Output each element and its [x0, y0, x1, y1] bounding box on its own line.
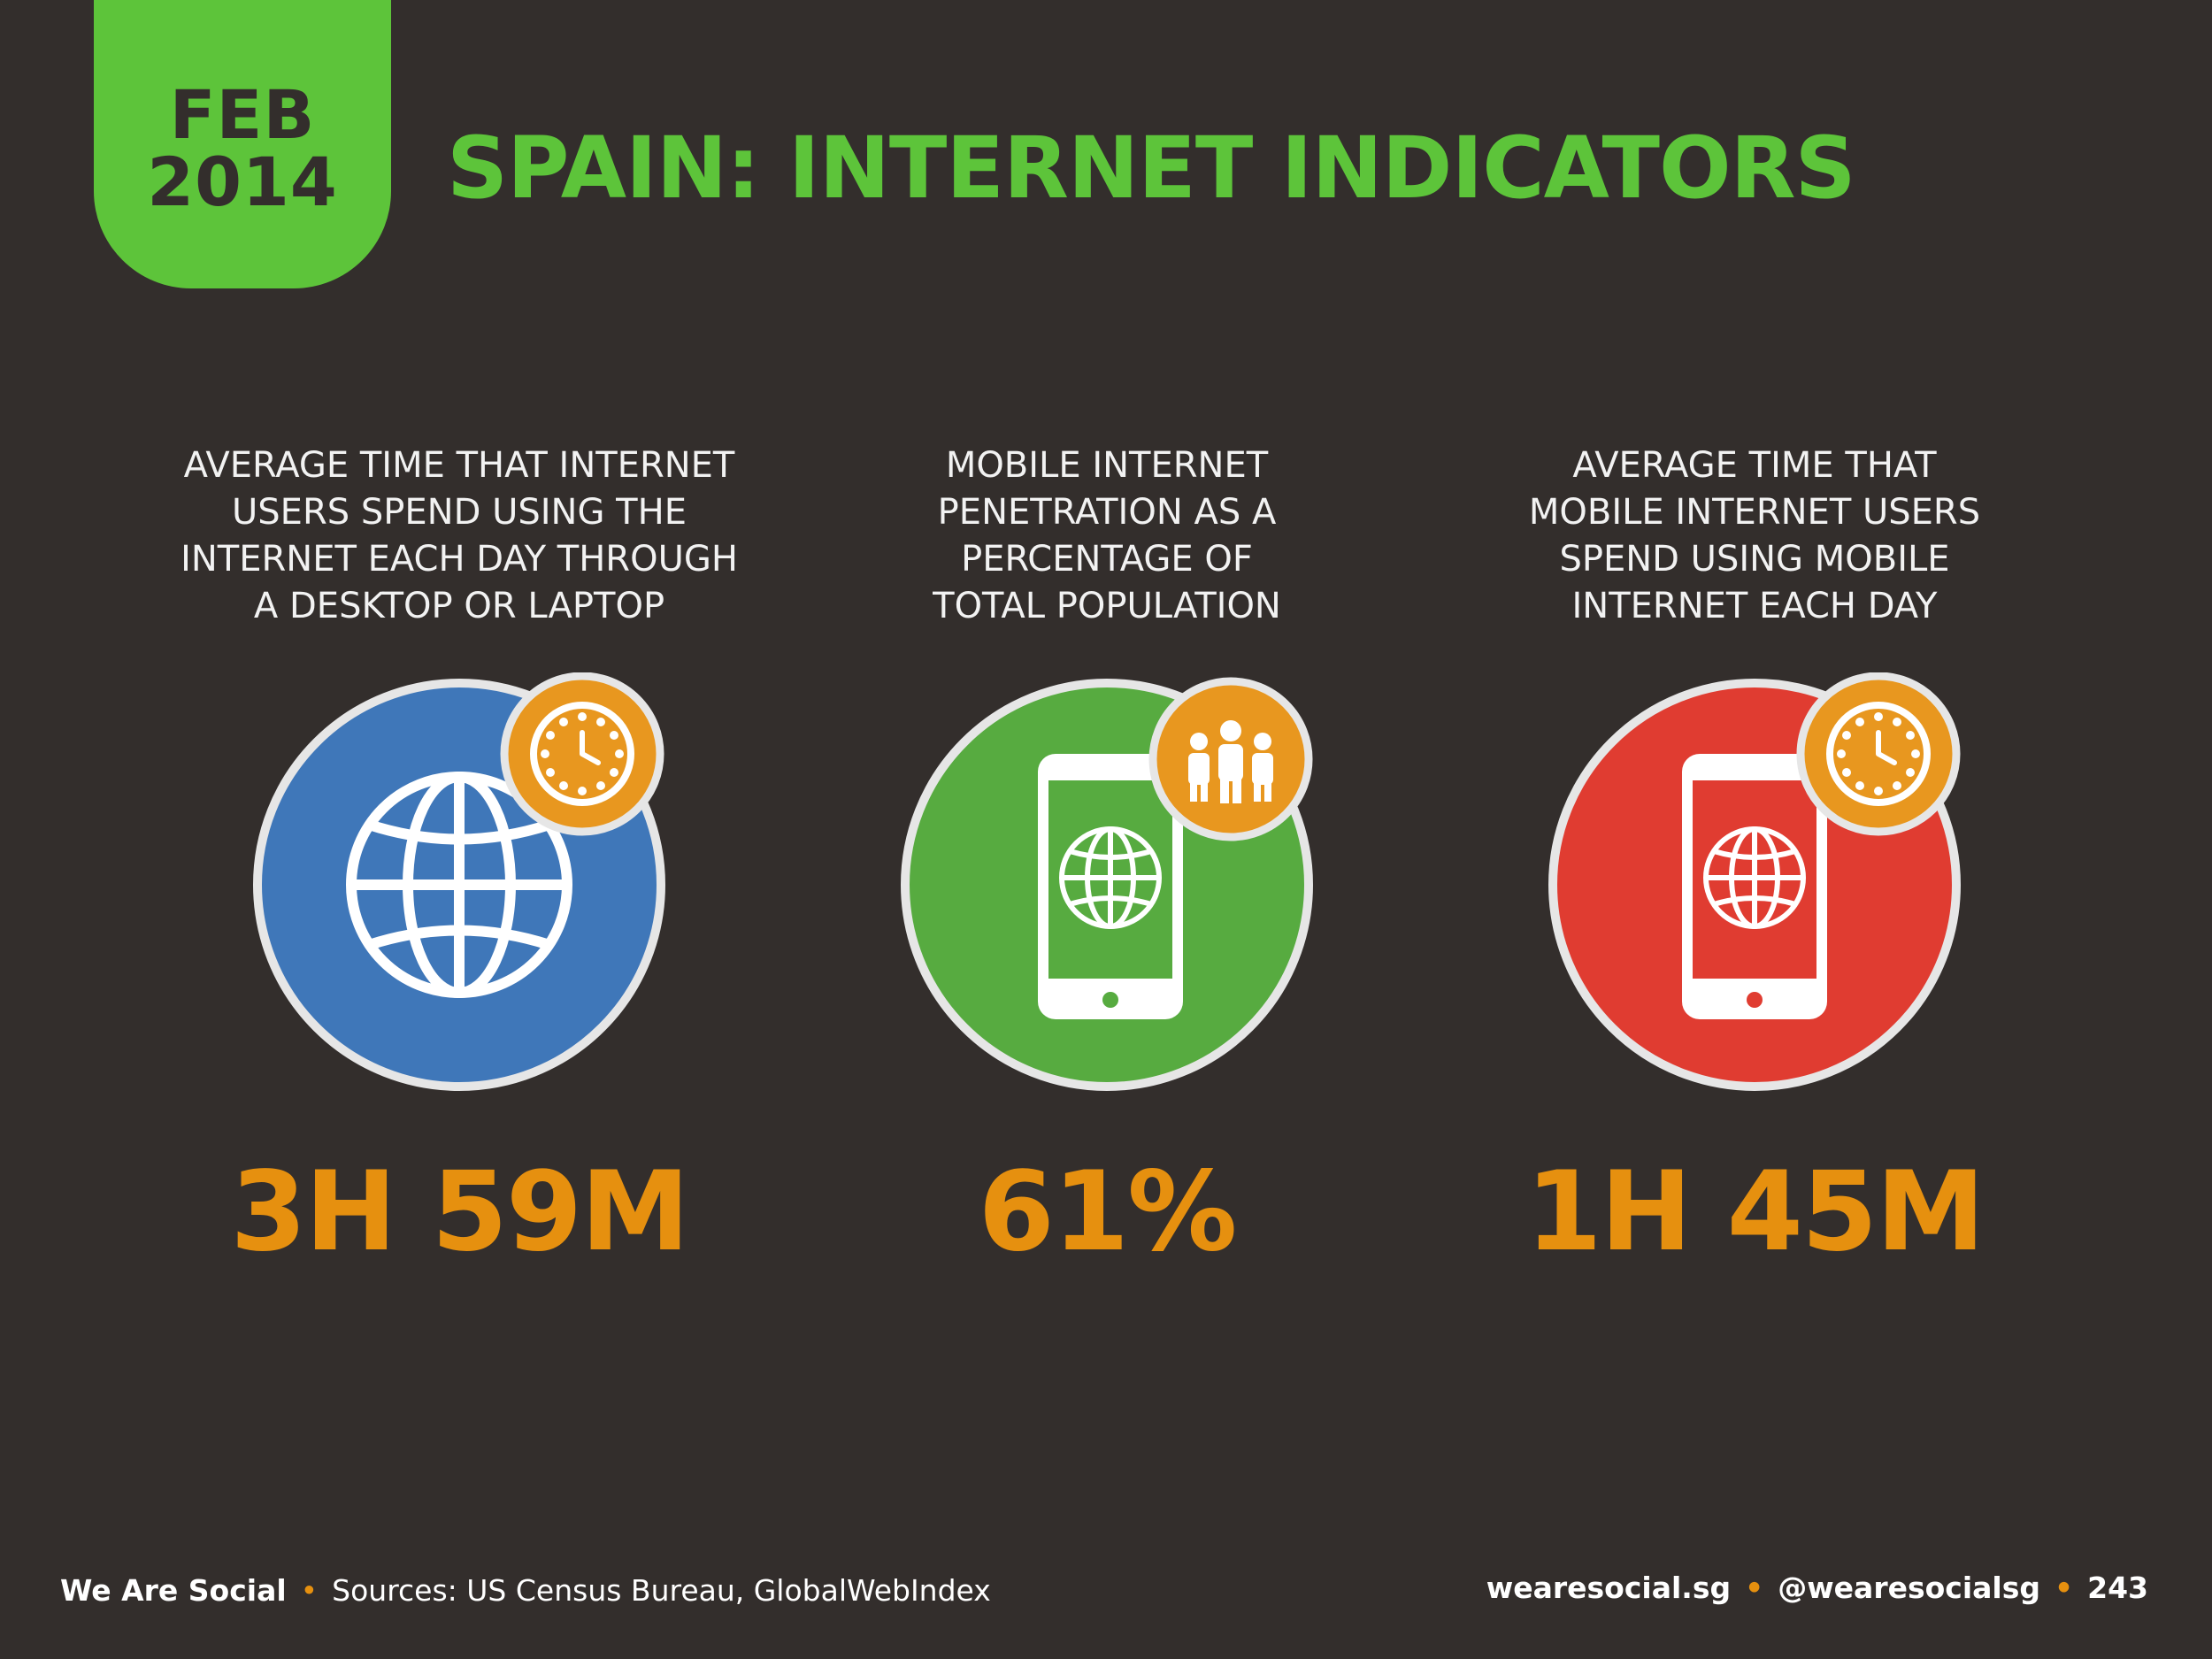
- globe-icon: [346, 772, 572, 998]
- indicator-graphic: [780, 672, 1434, 1097]
- indicator-value: 1H 45M: [1525, 1148, 1985, 1276]
- description-line: PERCENTAGE OF: [961, 539, 1253, 580]
- indicator-description: AVERAGE TIME THAT INTERNET USERS SPEND U…: [132, 442, 787, 630]
- description-line: SPEND USING MOBILE: [1559, 539, 1950, 580]
- indicator-graphic: [132, 672, 787, 1097]
- description-line: INTERNET EACH DAY THROUGH: [180, 539, 738, 580]
- date-month: FEB: [169, 75, 316, 154]
- date-year: 2014: [147, 142, 338, 221]
- description-line: TOTAL POPULATION: [933, 586, 1281, 626]
- mobile-globe-icon: [1682, 754, 1827, 1019]
- clock-icon: [500, 672, 664, 836]
- bullet-separator: •: [300, 1573, 319, 1608]
- description-line: AVERAGE TIME THAT INTERNET: [183, 445, 735, 486]
- description-line: MOBILE INTERNET: [945, 445, 1269, 486]
- page-title: SPAIN: INTERNET INDICATORS: [447, 119, 1856, 218]
- description-line: MOBILE INTERNET USERS: [1528, 492, 1981, 533]
- people-icon: [1148, 677, 1313, 841]
- footer-handle[interactable]: @wearesocialsg: [1778, 1571, 2041, 1605]
- indicator-description: MOBILE INTERNET PENETRATION AS A PERCENT…: [780, 442, 1434, 630]
- bullet-separator: •: [1745, 1571, 1764, 1605]
- bullet-separator: •: [2055, 1571, 2074, 1605]
- description-line: AVERAGE TIME THAT: [1572, 445, 1937, 486]
- mobile-globe-icon: [1038, 754, 1183, 1019]
- page-number: 243: [2087, 1571, 2148, 1605]
- description-line: USERS SPEND USING THE: [232, 492, 687, 533]
- indicator-value: 3H 59M: [230, 1148, 689, 1276]
- footer-website[interactable]: wearesocial.sg: [1486, 1571, 1732, 1605]
- footer-sources: We Are Social • Sources: US Census Bureau,…: [60, 1569, 991, 1613]
- footer-brand: We Are Social: [60, 1573, 287, 1608]
- indicator-graphic: [1427, 672, 2082, 1097]
- footer-sources-text: Sources: US Census Bureau, GlobalWebInde…: [332, 1573, 991, 1608]
- indicator-description: AVERAGE TIME THAT MOBILE INTERNET USERS …: [1427, 442, 2082, 630]
- description-line: PENETRATION AS A: [937, 492, 1277, 533]
- indicator-value: 61%: [978, 1148, 1238, 1276]
- clock-icon: [1796, 672, 1961, 836]
- description-line: INTERNET EACH DAY: [1571, 586, 1938, 626]
- footer-links: wearesocial.sg • @wearesocialsg • 243: [1486, 1566, 2148, 1610]
- description-line: A DESKTOP OR LAPTOP: [253, 586, 665, 626]
- date-tab: FEB 2014: [94, 0, 391, 288]
